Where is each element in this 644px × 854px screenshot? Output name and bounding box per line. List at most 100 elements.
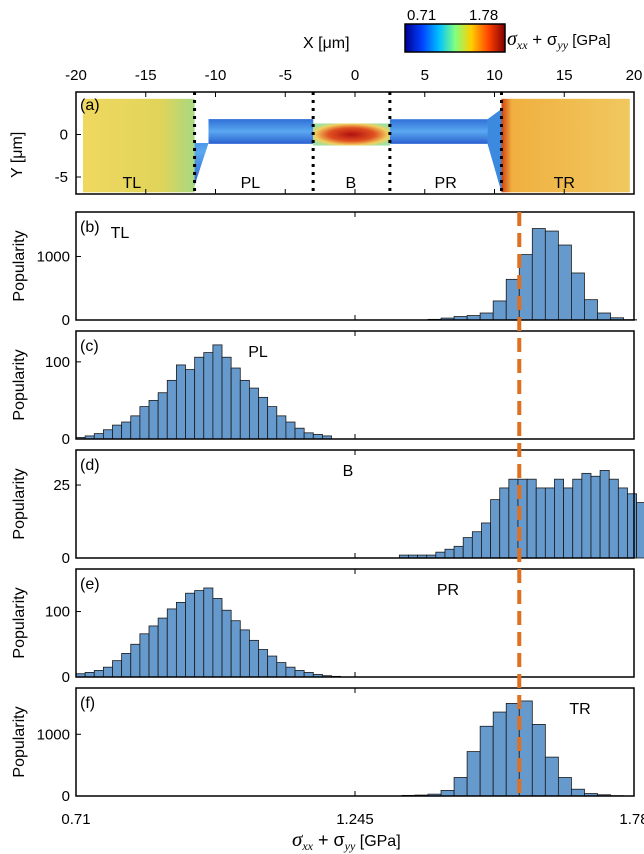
histogram-bar bbox=[526, 478, 537, 559]
histogram-bar bbox=[130, 643, 141, 678]
histogram-bar bbox=[531, 228, 546, 321]
histogram-bar bbox=[462, 537, 473, 559]
histogram-bar bbox=[617, 487, 628, 559]
histogram-y-tick-label: 25 bbox=[53, 477, 70, 494]
map-y-tick-label: -5 bbox=[55, 169, 68, 186]
map-region-pr-flare bbox=[487, 109, 502, 193]
histogram-bar bbox=[139, 633, 150, 678]
histogram-bar bbox=[636, 502, 644, 559]
histogram-region-label: B bbox=[343, 463, 354, 480]
histogram-bar bbox=[294, 670, 305, 678]
histogram-bar bbox=[571, 788, 585, 797]
histogram-bar bbox=[185, 592, 196, 678]
map-x-tick-label: -15 bbox=[135, 67, 157, 84]
histogram-bar bbox=[121, 653, 132, 678]
histogram-panel-label: (b) bbox=[80, 219, 100, 236]
histogram-panel-label: (d) bbox=[80, 457, 100, 474]
histogram-bar bbox=[148, 400, 159, 440]
map-panel-label: (a) bbox=[80, 97, 100, 114]
histogram-bar bbox=[230, 620, 241, 678]
histogram-bar bbox=[481, 522, 491, 559]
histogram-bar bbox=[102, 429, 113, 440]
map-region-pl-band bbox=[208, 119, 314, 144]
map-region-b bbox=[313, 123, 390, 146]
x-axis-tick-label: 0.71 bbox=[61, 811, 90, 828]
histogram-bar bbox=[258, 396, 269, 440]
map-region-tl bbox=[82, 98, 195, 193]
histogram-bar bbox=[584, 299, 598, 321]
histogram-bar bbox=[303, 432, 314, 440]
x-axis-tick-label: 1.78 bbox=[619, 811, 644, 828]
histogram-region-label: TR bbox=[569, 701, 590, 718]
map-region-label-tl: TL bbox=[122, 175, 141, 192]
histogram-bar bbox=[175, 601, 186, 678]
x-axis-tick-labels: 0.71 1.245 1.78 bbox=[61, 811, 644, 828]
histogram-y-axis-title: Popularity bbox=[11, 468, 28, 539]
histogram-bar bbox=[544, 230, 559, 321]
histogram-y-tick-label: 0 bbox=[62, 669, 70, 686]
histogram-bar bbox=[466, 751, 481, 797]
histogram-bar bbox=[440, 790, 455, 797]
histogram-bar bbox=[508, 478, 519, 559]
map-x-tick-label: -10 bbox=[205, 67, 227, 84]
histogram-bar bbox=[157, 617, 168, 678]
histogram-bar bbox=[239, 629, 250, 678]
histogram-y-axis-title: Popularity bbox=[11, 706, 28, 777]
histogram-region-label: PL bbox=[248, 344, 268, 361]
histogram-bar bbox=[492, 711, 507, 797]
histogram-y-tick-label: 0 bbox=[62, 550, 70, 567]
histogram-bar bbox=[139, 406, 150, 440]
map-x-tick-label: -20 bbox=[65, 67, 87, 84]
map-x-tick-label: 0 bbox=[351, 67, 359, 84]
map-x-tick-label: -5 bbox=[279, 67, 292, 84]
histogram-bar bbox=[112, 424, 123, 440]
histogram-bar bbox=[121, 421, 132, 440]
colorbar-title: σxx + σyy [GPa] bbox=[507, 28, 611, 52]
histogram-region-label: TL bbox=[111, 225, 130, 242]
histogram-bar bbox=[453, 545, 464, 559]
histogram-bar bbox=[258, 649, 269, 678]
histogram-bar bbox=[597, 312, 611, 321]
histogram-bar bbox=[221, 356, 232, 440]
map-y-tick-label: 0 bbox=[60, 127, 68, 144]
histogram-y-tick-label: 0 bbox=[62, 788, 70, 805]
map-x-tick-labels: -20 -15 -10 -5 0 5 10 15 20 bbox=[65, 67, 642, 84]
histogram-bar bbox=[212, 344, 223, 440]
histogram-bar bbox=[557, 777, 572, 797]
histogram-bar bbox=[130, 415, 141, 440]
histogram-bar bbox=[212, 598, 223, 678]
histogram-bar bbox=[148, 625, 159, 678]
histogram-bar bbox=[572, 478, 583, 559]
histogram-bar bbox=[435, 551, 446, 559]
histogram-bar bbox=[557, 244, 572, 321]
map-y-tick-labels: 0 -5 bbox=[55, 127, 68, 187]
histogram-bar bbox=[194, 590, 205, 678]
histogram-panel-tr: 0 1000 Popularity (f) TR bbox=[11, 687, 635, 805]
histogram-bar bbox=[581, 472, 592, 559]
histogram-bar bbox=[203, 587, 214, 678]
histogram-bar bbox=[590, 475, 601, 559]
histogram-bar bbox=[499, 487, 510, 559]
histogram-bar bbox=[285, 666, 296, 678]
histogram-y-tick-label: 1000 bbox=[37, 726, 70, 743]
histogram-bar bbox=[490, 499, 501, 559]
histogram-bar bbox=[444, 548, 455, 559]
map-region-label-tr: TR bbox=[554, 175, 575, 192]
histogram-bar bbox=[599, 470, 610, 559]
histogram-y-tick-label: 100 bbox=[45, 354, 70, 371]
histogram-panel-label: (f) bbox=[80, 695, 95, 712]
map-region-tr bbox=[501, 98, 630, 193]
histogram-bar bbox=[267, 655, 278, 678]
map-region-labels: TL PL B PR TR bbox=[122, 175, 574, 192]
histogram-bar bbox=[175, 364, 186, 440]
map-region-label-pr: PR bbox=[435, 175, 457, 192]
histogram-bar bbox=[157, 392, 168, 440]
histogram-bar bbox=[535, 487, 546, 559]
histogram-y-axis-title: Popularity bbox=[11, 349, 28, 420]
histogram-y-axis-title: Popularity bbox=[11, 587, 28, 658]
histogram-bar bbox=[294, 427, 305, 440]
histogram-y-tick-label: 100 bbox=[45, 604, 70, 621]
histogram-bar bbox=[194, 356, 205, 440]
